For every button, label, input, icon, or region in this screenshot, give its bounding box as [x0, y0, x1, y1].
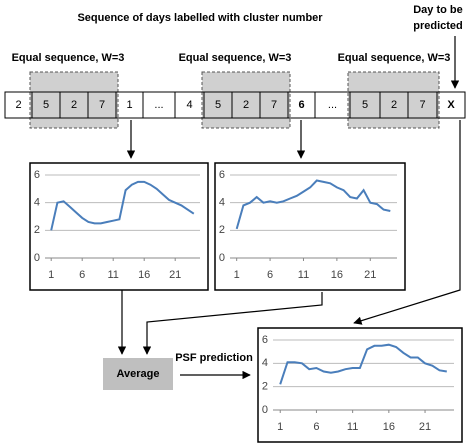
predict-label: predicted: [413, 20, 463, 32]
x-tick-label: 21: [364, 269, 376, 281]
sequence-cell: 5: [215, 99, 221, 111]
x-tick-label: 6: [313, 421, 319, 433]
y-tick-label: 6: [262, 334, 268, 346]
x-tick-label: 11: [347, 421, 358, 433]
arrow: [142, 292, 323, 355]
chart-frame: [214, 162, 406, 291]
x-tick-label: 1: [277, 421, 283, 433]
window-highlight: [201, 71, 291, 129]
average-box: [103, 358, 173, 390]
sequence-frame: [4, 91, 466, 119]
x-tick-label: 6: [79, 269, 85, 281]
sequence-cell: 4: [186, 99, 192, 111]
chart-frame: [257, 327, 463, 443]
window-highlight: [29, 71, 119, 129]
x-tick-label: 21: [419, 421, 431, 433]
sequence-cell: 2: [15, 99, 21, 111]
arrow: [353, 120, 461, 325]
sequence-cell: 7: [99, 99, 105, 111]
data-line: [50, 180, 195, 231]
title: Sequence of days labelled with cluster n…: [77, 12, 323, 24]
x-tick-label: 1: [234, 269, 240, 281]
window-label: Equal sequence, W=3: [179, 52, 292, 64]
y-tick-label: 0: [262, 404, 268, 416]
prediction-label: PSF prediction: [175, 352, 253, 364]
window-label: Equal sequence, W=3: [338, 52, 451, 64]
sequence-cell: 2: [71, 99, 77, 111]
sequence-cell: 2: [391, 99, 397, 111]
predict-label: Day to be: [413, 4, 463, 16]
sequence-cell: 7: [419, 99, 425, 111]
x-tick-label: 6: [267, 269, 273, 281]
sequence-cell: 6: [298, 99, 304, 111]
average-label: Average: [116, 368, 159, 380]
x-tick-label: 16: [331, 269, 343, 281]
y-tick-label: 4: [262, 357, 268, 369]
y-tick-label: 2: [262, 381, 268, 393]
sequence-cell: 5: [43, 99, 49, 111]
x-tick-label: 21: [169, 269, 181, 281]
sequence-cell: 7: [271, 99, 277, 111]
y-tick-label: 4: [34, 197, 40, 209]
y-tick-label: 4: [219, 197, 225, 209]
data-line: [279, 343, 447, 385]
y-tick-label: 2: [34, 224, 40, 236]
y-tick-label: 0: [34, 252, 40, 264]
y-tick-label: 6: [219, 169, 225, 181]
sequence-cell: X: [447, 99, 455, 111]
x-tick-label: 16: [138, 269, 150, 281]
x-tick-label: 1: [48, 269, 54, 281]
x-tick-label: 11: [298, 269, 309, 281]
window-highlight: [347, 71, 440, 129]
window-label: Equal sequence, W=3: [12, 52, 125, 64]
y-tick-label: 0: [219, 252, 225, 264]
sequence-cell: 1: [126, 99, 132, 111]
x-tick-label: 11: [107, 269, 118, 281]
x-tick-label: 16: [383, 421, 395, 433]
sequence-cell: 5: [362, 99, 368, 111]
chart-frame: [29, 162, 209, 291]
sequence-cell: ...: [154, 99, 163, 111]
arrows: [117, 36, 461, 380]
sequence-cell: 2: [243, 99, 249, 111]
y-tick-label: 6: [34, 169, 40, 181]
sequence: 2 5 2 7 1... 4 5 2 7 6... 5 2 7 X: [4, 71, 466, 129]
y-tick-label: 2: [219, 224, 225, 236]
data-line: [235, 179, 391, 230]
sequence-cell: ...: [328, 99, 337, 111]
